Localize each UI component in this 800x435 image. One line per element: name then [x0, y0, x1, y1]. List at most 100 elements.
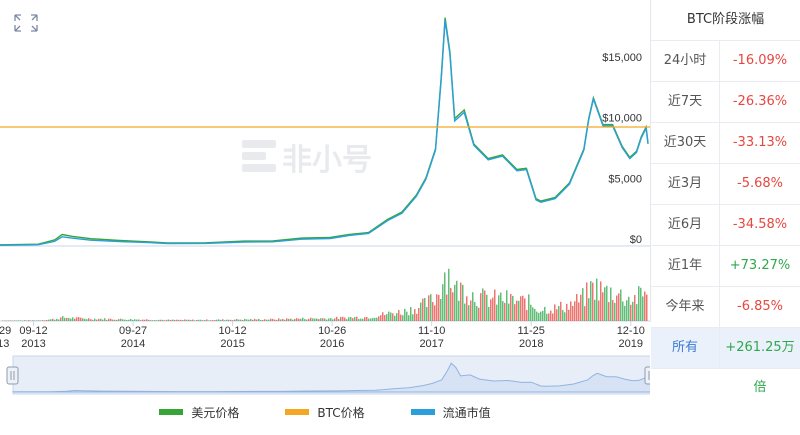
volume-bar: [546, 313, 548, 321]
volume-bar: [256, 319, 258, 321]
volume-bar: [386, 314, 388, 321]
volume-bar: [380, 315, 382, 321]
volume-bar: [418, 308, 420, 321]
volume-bar: [102, 319, 104, 321]
volume-bar: [626, 300, 628, 321]
volume-bar: [192, 319, 194, 321]
volume-bar: [370, 318, 372, 321]
x-tick-label: 11-25: [518, 325, 545, 337]
volume-bar: [78, 317, 80, 321]
fullscreen-icon[interactable]: [14, 14, 38, 32]
period-label: 近1年: [651, 246, 720, 286]
volume-bar: [22, 320, 24, 321]
y-tick-label: $10,000: [602, 113, 642, 125]
volume-bar: [70, 318, 72, 321]
volume-bar: [592, 282, 594, 321]
volume-bar: [204, 320, 206, 321]
volume-bar: [146, 319, 148, 321]
change-row[interactable]: 近1年 +73.27%: [651, 246, 800, 287]
volume-bar: [564, 312, 566, 321]
volume-bar: [124, 319, 126, 321]
volume-bar: [242, 319, 244, 321]
volume-bar: [206, 319, 208, 321]
range-navigator[interactable]: [6, 355, 657, 395]
volume-bar: [466, 296, 468, 321]
volume-bar: [172, 319, 174, 321]
volume-bar: [318, 319, 320, 321]
change-value: -34.58%: [732, 217, 788, 232]
volume-bar: [224, 320, 226, 321]
change-row[interactable]: 所有 +261.25万倍: [651, 328, 800, 395]
volume-bar: [36, 320, 38, 321]
volume-bar: [396, 313, 398, 321]
volume-bar: [600, 281, 602, 321]
volume-bar: [528, 294, 530, 321]
volume-bar: [456, 280, 458, 321]
change-row[interactable]: 近3月 -5.68%: [651, 164, 800, 205]
volume-bar: [638, 286, 640, 321]
volume-bar: [606, 285, 608, 321]
x-tick-year: 2018: [519, 338, 543, 350]
volume-bar: [208, 320, 210, 321]
volume-bar: [610, 287, 612, 321]
change-row[interactable]: 近6月 -34.58%: [651, 205, 800, 246]
volume-bar: [510, 293, 512, 321]
legend-item[interactable]: 美元价格: [159, 400, 239, 424]
volume-bar: [334, 318, 336, 321]
volume-bar: [552, 313, 554, 321]
volume-bar: [170, 319, 172, 321]
change-row[interactable]: 近30天 -33.13%: [651, 123, 800, 164]
volume-bar: [252, 319, 254, 321]
volume-bar: [18, 320, 20, 321]
volume-bar: [182, 320, 184, 321]
volume-bar: [344, 317, 346, 321]
volume-bar: [128, 319, 130, 321]
change-value: -33.13%: [732, 135, 788, 150]
volume-bar: [40, 320, 42, 321]
period-label: 近7天: [651, 82, 720, 122]
volume-bar: [198, 319, 200, 321]
volume-bar: [6, 320, 8, 321]
volume-bar: [16, 320, 18, 321]
volume-bar: [516, 300, 518, 321]
legend-item[interactable]: 流通市值: [410, 400, 491, 424]
legend-item[interactable]: BTC价格: [285, 400, 365, 424]
volume-bar: [458, 300, 460, 321]
x-tick-label: 11-10: [418, 325, 445, 337]
volume-bar: [52, 318, 54, 321]
volume-bar: [548, 313, 550, 321]
change-row[interactable]: 近7天 -26.36%: [651, 82, 800, 123]
volume-bar: [416, 313, 418, 321]
change-row[interactable]: 今年来 -6.85%: [651, 287, 800, 328]
volume-bar: [84, 318, 86, 321]
volume-bar: [558, 305, 560, 321]
legend-swatch: [285, 409, 310, 415]
volume-bar: [258, 318, 260, 321]
volume-bar: [580, 294, 582, 321]
change-value: -16.09%: [732, 53, 788, 68]
volume-bar: [216, 319, 218, 321]
volume-bar: [194, 320, 196, 321]
volume-bar: [420, 302, 422, 321]
volume-bars: [2, 268, 648, 321]
volume-bar: [222, 319, 224, 321]
navigator-left-handle[interactable]: [6, 366, 19, 385]
volume-bar: [376, 317, 378, 321]
change-row[interactable]: 24小时 -16.09%: [651, 41, 800, 82]
x-tick-label: 04-29: [0, 325, 11, 337]
volume-bar: [76, 317, 78, 321]
volume-bar: [82, 318, 84, 321]
volume-bar: [384, 315, 386, 321]
volume-bar: [42, 320, 44, 321]
volume-bar: [446, 294, 448, 321]
volume-bar: [408, 315, 410, 321]
volume-bar: [630, 304, 632, 321]
volume-bar: [554, 304, 556, 321]
volume-bar: [98, 318, 100, 321]
volume-bar: [362, 318, 364, 321]
volume-bar: [34, 320, 36, 321]
volume-bar: [290, 318, 292, 321]
volume-bar: [504, 302, 506, 321]
volume-bar: [188, 319, 190, 321]
volume-bar: [488, 306, 490, 321]
